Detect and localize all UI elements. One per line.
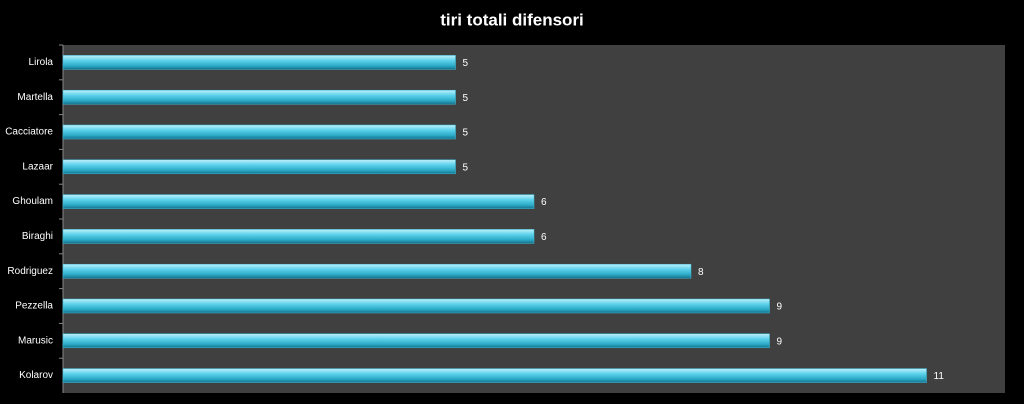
bar [62,229,535,244]
bar [62,159,456,175]
y-tick-label: Martella [17,92,53,103]
data-label: 6 [541,232,547,243]
y-tick-label: Kolarov [19,370,53,381]
y-tick-label: Lirola [29,57,54,68]
bar [62,194,535,209]
y-tick-label: Pezzella [15,301,53,312]
data-label: 6 [541,197,547,208]
data-label: 5 [463,162,469,173]
data-label: 8 [698,267,704,278]
bar [62,55,456,70]
data-label: 9 [777,302,783,313]
y-tick-label: Biraghi [22,231,53,242]
bar [62,124,456,140]
data-label: 9 [777,336,783,347]
bar [62,333,770,349]
bar [62,298,770,314]
data-label: 5 [463,93,469,104]
data-label: 11 [934,371,945,382]
data-label: 5 [463,128,469,139]
data-label: 5 [463,58,469,69]
bar [62,89,456,105]
chart-title: tiri totali difensori [440,10,584,29]
y-tick-label: Lazaar [22,161,53,172]
y-tick-label: Ghoulam [12,196,53,207]
y-tick-label: Marusic [18,335,53,346]
y-tick-label: Cacciatore [5,127,53,138]
bar [62,368,927,383]
y-tick-label: Rodriguez [7,266,53,277]
bar [62,263,692,279]
